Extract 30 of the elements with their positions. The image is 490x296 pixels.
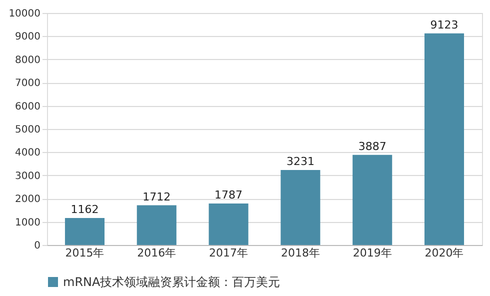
y-tick-label: 2000 xyxy=(15,194,40,206)
x-tick-label: 2019年 xyxy=(352,246,392,260)
y-tick-label: 8000 xyxy=(15,54,40,66)
bar xyxy=(424,33,464,245)
x-tick-label: 2020年 xyxy=(424,246,464,260)
y-tick-label: 9000 xyxy=(15,32,40,43)
y-tick-label: 5000 xyxy=(15,124,40,136)
bar xyxy=(280,170,320,245)
data-label: 3887 xyxy=(358,140,386,153)
x-tick-label: 2018年 xyxy=(280,246,320,260)
y-tick-label: 3000 xyxy=(15,170,40,182)
data-label: 1712 xyxy=(142,190,171,204)
bar xyxy=(352,154,392,245)
bar xyxy=(136,205,176,245)
y-tick-label: 6000 xyxy=(15,101,40,112)
legend-label: mRNA技术领域融资累计金额：百万美元 xyxy=(63,275,280,289)
y-tick-label: 10000 xyxy=(8,8,40,20)
y-tick-label: 4000 xyxy=(15,148,40,159)
data-label: 3231 xyxy=(286,155,314,168)
data-label: 9123 xyxy=(430,18,458,32)
x-tick-label: 2016年 xyxy=(137,246,176,260)
bar xyxy=(208,204,248,245)
bar xyxy=(64,218,105,245)
data-label: 1787 xyxy=(214,188,243,202)
y-tick-label: 7000 xyxy=(15,78,40,90)
y-tick-label: 0 xyxy=(34,240,40,252)
data-label: 1162 xyxy=(70,203,99,216)
x-tick-label: 2017年 xyxy=(209,246,248,260)
y-tick-label: 1000 xyxy=(15,217,40,228)
x-tick-label: 2015年 xyxy=(65,246,104,260)
